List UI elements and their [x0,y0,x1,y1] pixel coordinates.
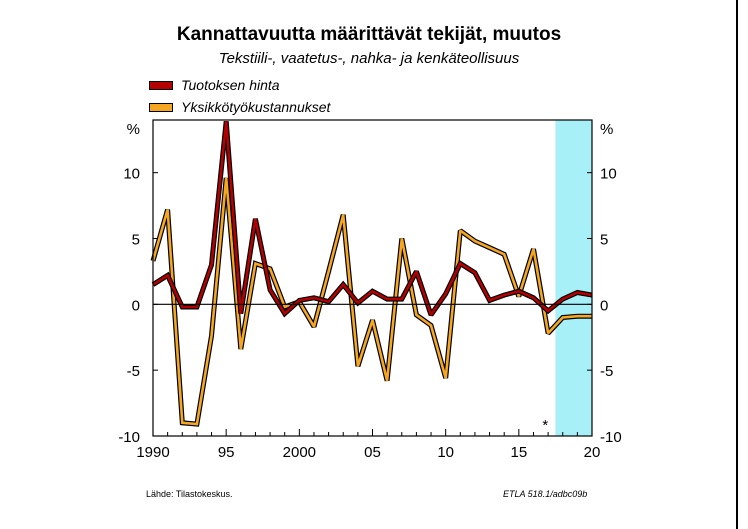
forecast-marker: * [542,417,548,434]
source-note: Lähde: Tilastokeskus. [146,489,233,499]
y-tick-label-right: -5 [600,363,613,380]
x-tick-label: 10 [437,444,454,461]
legend-item-labour-cost: Yksikkötyökustannukset [149,98,330,116]
y-unit-label-left: % [127,121,140,138]
chart-subtitle: Tekstiili-, vaatetus-, nahka- ja kenkäte… [218,50,520,67]
legend-label-price: Tuotoksen hinta [181,77,280,93]
y-tick-label-left: 0 [132,297,140,314]
x-tick-label: 20 [584,444,601,461]
y-tick-label-left: 10 [123,166,140,183]
y-tick-label-right: -10 [600,429,622,446]
legend-label-labour-cost: Yksikkötyökustannukset [181,99,331,115]
legend-swatch-labour-cost [149,102,173,112]
line-chart: 10 10 5 5 0 0 -5 -5 -10 -10% % 1990 95 2000 05 10 15 20 * [118,119,622,461]
ticks-layer: 10 10 5 5 0 0 -5 -5 -10 -10% % 1990 95 2000 05 10 15 20 [118,121,621,461]
legend-item-price: Tuotoksen hinta [149,76,280,94]
y-tick-label-right: 5 [600,232,608,249]
y-tick-label-left: 5 [132,232,140,249]
series-layer [150,121,593,427]
series-price-line [152,121,593,316]
y-tick-label-right: 0 [600,297,608,314]
frame-border [736,0,738,529]
chart-title: Kannattavuutta määrittävät tekijät, muut… [176,24,562,45]
x-tick-label: 1990 [136,444,169,461]
x-tick-label: 15 [510,444,527,461]
forecast-band [555,120,592,436]
chart-code: ETLA 518.1/adbc09b [503,489,588,499]
legend-swatch-price [149,80,173,90]
series-price-outline [151,121,593,318]
y-tick-label-right: 10 [600,166,617,183]
x-tick-label: 95 [218,444,235,461]
y-unit-label-right: % [600,121,613,138]
x-tick-label: 05 [364,444,381,461]
y-tick-label-left: -5 [127,363,140,380]
x-tick-label: 2000 [283,444,316,461]
y-tick-label-left: -10 [118,429,140,446]
series-labour-cost-line [151,177,592,426]
